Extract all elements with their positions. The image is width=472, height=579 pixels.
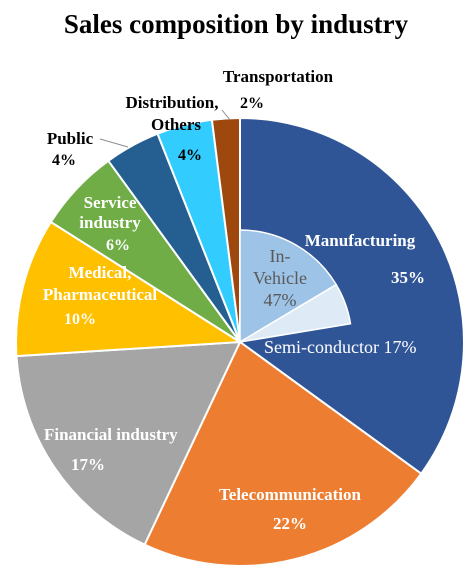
slices-group (15, 116, 465, 567)
chart-title: Sales composition by industry (64, 9, 409, 39)
label-semi-conductor: Semi-conductor 17% (264, 337, 416, 357)
label-manufacturing: Manufacturing (305, 231, 416, 250)
slice-distribution-transportation (210, 116, 241, 343)
value-others: 4% (178, 147, 202, 164)
label-in-vehicle: In-Vehicle 47% (253, 246, 307, 310)
labels-group: Manufacturing 35% Telecommunication 22% Fina… (43, 67, 425, 533)
leader-line-public (99, 138, 129, 148)
label-public: Public (47, 129, 94, 148)
slice-financial-industry (15, 340, 242, 547)
value-manufacturing: 35% (391, 268, 425, 287)
leader-lines-group (99, 109, 231, 148)
slice-manufacturing (239, 116, 465, 476)
value-service-industry: 6% (106, 237, 130, 254)
value-distribution-transportation: 2% (240, 95, 264, 112)
slice-medical-pharmaceutical (15, 220, 244, 358)
label-others: Others (151, 115, 201, 134)
value-public: 4% (52, 152, 76, 169)
label-transportation: Transportation (223, 67, 334, 86)
sub-slice-semi-conductor (239, 283, 352, 343)
value-medical-pharmaceutical: 10% (64, 311, 96, 328)
label-service-industry: Service industry (79, 193, 141, 232)
label-telecommunication: Telecommunication (219, 485, 362, 504)
sub-slices-group (239, 229, 352, 344)
value-telecommunication: 22% (273, 514, 307, 533)
label-distribution: Distribution, (125, 93, 218, 112)
label-medical-pharmaceutical: Medical, Pharmaceutical (43, 263, 158, 304)
value-financial-industry: 17% (71, 455, 105, 474)
label-financial-industry: Financial industry (44, 425, 178, 444)
sub-slice-in-vehicle (239, 229, 338, 344)
leader-line-distribution (221, 109, 231, 121)
